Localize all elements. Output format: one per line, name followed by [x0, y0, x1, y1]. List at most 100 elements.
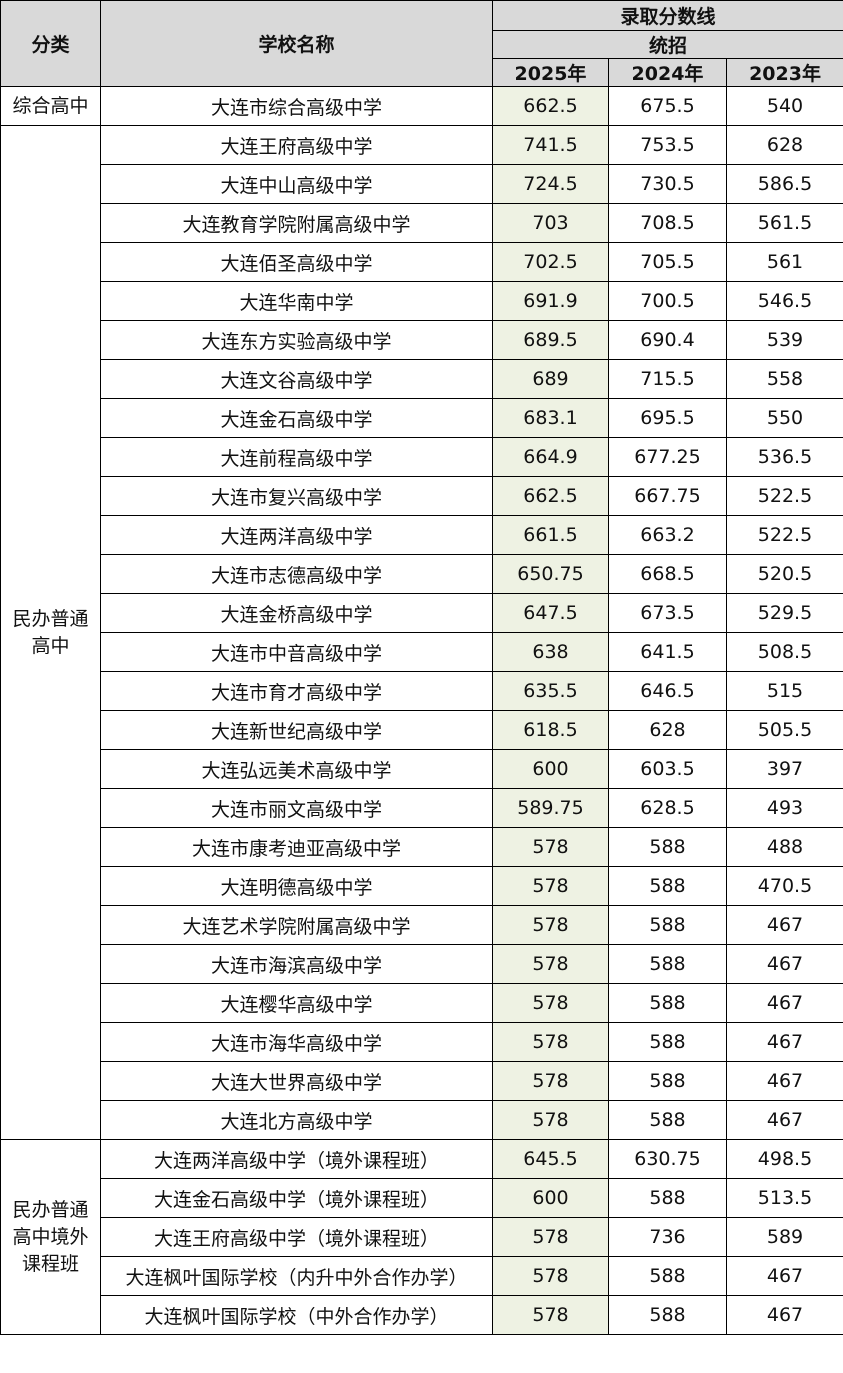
score-2023-cell: 558 — [725, 359, 843, 399]
table-row: 大连市海华高级中学 578 588 467 — [1, 1022, 843, 1062]
table-row: 大连金桥高级中学 647.5 673.5 529.5 — [1, 593, 843, 633]
school-name-cell: 大连王府高级中学 — [100, 125, 493, 165]
score-2025-cell: 578 — [492, 1295, 609, 1335]
score-2025-cell: 578 — [492, 983, 609, 1023]
score-2024-cell: 588 — [608, 983, 727, 1023]
score-2025-cell: 689 — [492, 359, 609, 399]
table-row: 大连弘远美术高级中学 600 603.5 397 — [1, 749, 843, 789]
score-2023-cell: 520.5 — [725, 554, 843, 594]
score-2025-cell: 578 — [492, 866, 609, 906]
score-2025-cell: 662.5 — [492, 476, 609, 516]
header-year-2023: 2023年 — [725, 58, 843, 87]
score-2023-cell: 522.5 — [725, 476, 843, 516]
score-2025-cell: 645.5 — [492, 1139, 609, 1179]
score-2023-cell: 467 — [725, 1295, 843, 1335]
score-2025-cell: 635.5 — [492, 671, 609, 711]
table-row: 大连教育学院附属高级中学 703 708.5 561.5 — [1, 203, 843, 243]
score-2025-cell: 703 — [492, 203, 609, 243]
score-2025-cell: 662.5 — [492, 86, 609, 126]
table-row: 大连枫叶国际学校（内升中外合作办学） 578 588 467 — [1, 1256, 843, 1296]
score-2025-cell: 600 — [492, 749, 609, 789]
score-2025-cell: 578 — [492, 944, 609, 984]
table-row: 大连文谷高级中学 689 715.5 558 — [1, 359, 843, 399]
header-year-2024: 2024年 — [608, 58, 727, 87]
table-row: 综合高中 大连市综合高级中学 662.5 675.5 540 — [0, 86, 843, 126]
category-cell: 综合高中 — [0, 86, 101, 126]
score-2024-cell: 588 — [608, 827, 727, 867]
table-row: 大连市海滨高级中学 578 588 467 — [1, 944, 843, 984]
school-name-cell: 大连市康考迪亚高级中学 — [100, 827, 493, 867]
score-2024-cell: 736 — [608, 1217, 727, 1257]
admission-score-table: 分类 学校名称 录取分数线 统招 2025年 2024年 2023年 综合高中大… — [0, 0, 843, 1335]
table-row: 大连王府高级中学（境外课程班） 578 736 589 — [1, 1217, 843, 1257]
score-2025-cell: 664.9 — [492, 437, 609, 477]
score-2024-cell: 663.2 — [608, 515, 727, 555]
score-2023-cell: 586.5 — [725, 164, 843, 204]
score-2025-cell: 600 — [492, 1178, 609, 1218]
score-2024-cell: 588 — [608, 866, 727, 906]
school-name-cell: 大连市复兴高级中学 — [100, 476, 493, 516]
score-2024-cell: 695.5 — [608, 398, 727, 438]
table-row: 大连艺术学院附属高级中学 578 588 467 — [1, 905, 843, 945]
school-name-cell: 大连枫叶国际学校（内升中外合作办学） — [100, 1256, 493, 1296]
school-name-cell: 大连大世界高级中学 — [100, 1061, 493, 1101]
category-cell: 民办普通高中境外课程班 — [0, 1139, 101, 1335]
score-2023-cell: 467 — [725, 1100, 843, 1140]
school-name-cell: 大连中山高级中学 — [100, 164, 493, 204]
score-2023-cell: 467 — [725, 983, 843, 1023]
score-2024-cell: 677.25 — [608, 437, 727, 477]
table-row: 大连金石高级中学 683.1 695.5 550 — [1, 398, 843, 438]
school-name-cell: 大连新世纪高级中学 — [100, 710, 493, 750]
score-2025-cell: 578 — [492, 827, 609, 867]
school-name-cell: 大连华南中学 — [100, 281, 493, 321]
table-row: 大连市丽文高级中学 589.75 628.5 493 — [1, 788, 843, 828]
table-row: 大连明德高级中学 578 588 470.5 — [1, 866, 843, 906]
table-row: 大连大世界高级中学 578 588 467 — [1, 1061, 843, 1101]
school-name-cell: 大连王府高级中学（境外课程班） — [100, 1217, 493, 1257]
school-name-cell: 大连明德高级中学 — [100, 866, 493, 906]
school-name-cell: 大连两洋高级中学 — [100, 515, 493, 555]
score-2023-cell: 515 — [725, 671, 843, 711]
table-row: 大连市复兴高级中学 662.5 667.75 522.5 — [1, 476, 843, 516]
table-row: 大连北方高级中学 578 588 467 — [1, 1100, 843, 1140]
score-2024-cell: 588 — [608, 1061, 727, 1101]
table-row: 大连市育才高级中学 635.5 646.5 515 — [1, 671, 843, 711]
school-name-cell: 大连金石高级中学 — [100, 398, 493, 438]
school-name-cell: 大连樱华高级中学 — [100, 983, 493, 1023]
school-name-cell: 大连教育学院附属高级中学 — [100, 203, 493, 243]
table-row: 大连市中音高级中学 638 641.5 508.5 — [1, 632, 843, 672]
score-2023-cell: 561 — [725, 242, 843, 282]
score-2024-cell: 667.75 — [608, 476, 727, 516]
score-2025-cell: 578 — [492, 1217, 609, 1257]
score-2023-cell: 470.5 — [725, 866, 843, 906]
table-row: 大连华南中学 691.9 700.5 546.5 — [1, 281, 843, 321]
score-2024-cell: 641.5 — [608, 632, 727, 672]
score-2023-cell: 467 — [725, 1256, 843, 1296]
score-2023-cell: 536.5 — [725, 437, 843, 477]
score-2024-cell: 630.75 — [608, 1139, 727, 1179]
table-row: 大连金石高级中学（境外课程班） 600 588 513.5 — [1, 1178, 843, 1218]
school-name-cell: 大连市海华高级中学 — [100, 1022, 493, 1062]
header-type: 统招 — [491, 30, 843, 59]
table-row: 大连樱华高级中学 578 588 467 — [1, 983, 843, 1023]
school-name-cell: 大连金桥高级中学 — [100, 593, 493, 633]
score-2023-cell: 493 — [725, 788, 843, 828]
header-year-2025: 2025年 — [492, 58, 609, 87]
school-name-cell: 大连前程高级中学 — [100, 437, 493, 477]
score-2023-cell: 513.5 — [725, 1178, 843, 1218]
score-2023-cell: 522.5 — [725, 515, 843, 555]
table-row: 大连两洋高级中学 661.5 663.2 522.5 — [1, 515, 843, 555]
header-school: 学校名称 — [100, 0, 493, 87]
header-category: 分类 — [0, 0, 101, 87]
category-cell: 民办普通高中 — [0, 125, 101, 1140]
table-row: 大连佰圣高级中学 702.5 705.5 561 — [1, 242, 843, 282]
score-2023-cell: 467 — [725, 944, 843, 984]
school-name-cell: 大连市中音高级中学 — [100, 632, 493, 672]
school-name-cell: 大连枫叶国际学校（中外合作办学） — [100, 1295, 493, 1335]
header-score-line: 录取分数线 — [491, 0, 843, 31]
score-2024-cell: 603.5 — [608, 749, 727, 789]
score-2025-cell: 650.75 — [492, 554, 609, 594]
school-name-cell: 大连弘远美术高级中学 — [100, 749, 493, 789]
score-2023-cell: 467 — [725, 1022, 843, 1062]
table-row: 大连东方实验高级中学 689.5 690.4 539 — [1, 320, 843, 360]
